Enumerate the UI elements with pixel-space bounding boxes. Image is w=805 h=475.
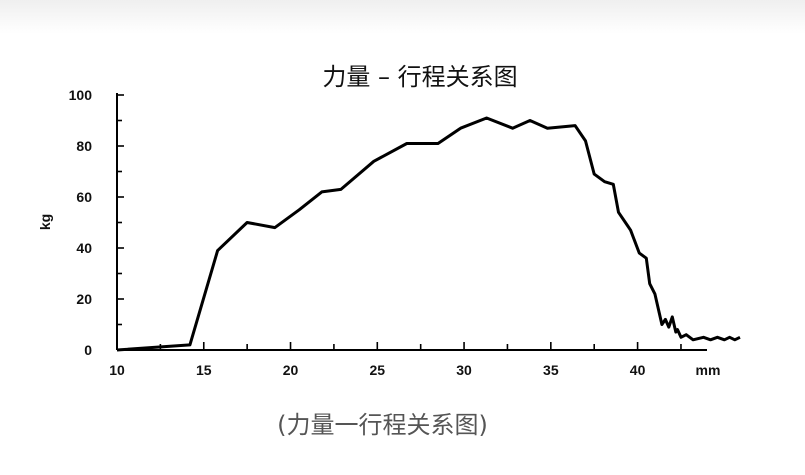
data-point (116, 349, 119, 352)
y-tick-label: 80 (76, 138, 92, 154)
data-point (674, 331, 677, 334)
data-point (246, 221, 249, 224)
data-point (405, 142, 408, 145)
y-axis-label: kg (37, 214, 53, 230)
data-point (680, 336, 683, 339)
figure-caption: (力量一行程关系图) (277, 411, 488, 439)
data-point (485, 117, 488, 120)
data-point (216, 249, 219, 252)
y-tick-label: 40 (76, 240, 92, 256)
data-points (116, 117, 742, 352)
x-tick-label: 25 (370, 362, 386, 378)
data-point (664, 318, 667, 321)
data-point (617, 211, 620, 214)
data-point (728, 336, 731, 339)
y-tick-label: 60 (76, 189, 92, 205)
x-tick-label: 40 (630, 362, 646, 378)
data-point (645, 257, 648, 260)
data-point (511, 127, 514, 130)
data-point (603, 180, 606, 183)
data-point (372, 160, 375, 163)
data-point (437, 142, 440, 145)
x-tick-label: 10 (109, 362, 125, 378)
data-point (459, 127, 462, 130)
data-point (667, 326, 670, 329)
data-point (702, 336, 705, 339)
data-point (723, 338, 726, 341)
data-point (612, 183, 615, 186)
y-tick-label: 100 (69, 87, 93, 103)
chart-title: 力量 – 行程关系图 (322, 63, 517, 91)
x-tick-label: 30 (456, 362, 472, 378)
data-point (339, 188, 342, 191)
data-point (638, 252, 641, 255)
x-tick-label: 15 (196, 362, 212, 378)
data-point (273, 226, 276, 229)
data-point (660, 323, 663, 326)
x-tick-label: 35 (543, 362, 559, 378)
data-point (692, 338, 695, 341)
data-point (671, 315, 674, 318)
data-point (593, 173, 596, 176)
data-point (188, 343, 191, 346)
data-point (716, 336, 719, 339)
data-point (739, 336, 742, 339)
data-point (709, 338, 712, 341)
x-tick-label: 20 (283, 362, 299, 378)
data-point (298, 208, 301, 211)
data-point (685, 333, 688, 336)
data-point (529, 119, 532, 122)
y-tick-label: 20 (76, 291, 92, 307)
x-axis-unit: mm (696, 362, 721, 378)
top-band (0, 0, 805, 34)
axes (116, 93, 707, 351)
data-point (546, 127, 549, 130)
tick-labels: 0 20 40 60 80 100 10 15 20 25 30 35 40 (69, 87, 646, 378)
data-point (629, 229, 632, 232)
data-point (584, 139, 587, 142)
data-point (733, 338, 736, 341)
ticks (116, 94, 682, 351)
data-point (574, 124, 577, 127)
data-point (626, 224, 629, 227)
y-tick-label: 0 (84, 342, 92, 358)
series-line (116, 116, 741, 352)
data-point (676, 328, 679, 331)
data-point (320, 190, 323, 193)
data-point (653, 292, 656, 295)
data-point (648, 282, 651, 285)
